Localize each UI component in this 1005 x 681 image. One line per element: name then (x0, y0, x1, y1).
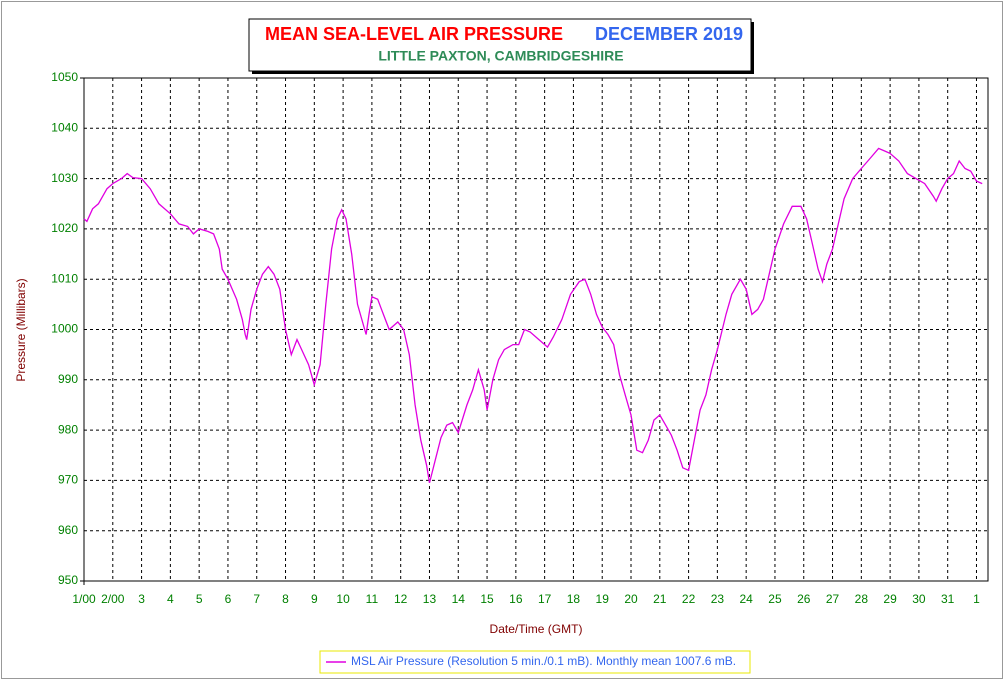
x-tick-label: 21 (653, 592, 667, 606)
x-tick-label: 3 (138, 592, 145, 606)
y-tick-label: 1020 (51, 221, 78, 235)
y-tick-label: 1030 (51, 171, 78, 185)
chart-subtitle: LITTLE PAXTON, CAMBRIDGESHIRE (378, 48, 623, 64)
x-tick-label: 23 (711, 592, 725, 606)
legend-label: MSL Air Pressure (Resolution 5 min./0.1 … (351, 654, 736, 668)
legend-box (319, 650, 751, 674)
y-tick-label: 990 (58, 372, 78, 386)
x-tick-label: 20 (624, 592, 638, 606)
x-tick-label: 24 (739, 592, 753, 606)
title-box (248, 18, 752, 72)
x-tick-label: 28 (855, 592, 869, 606)
x-tick-label: 7 (253, 592, 260, 606)
x-tick-label: 2/00 (101, 592, 125, 606)
series-line (83, 147, 983, 484)
x-tick-label: 22 (682, 592, 696, 606)
x-tick-label: 17 (538, 592, 552, 606)
x-tick-label: 26 (797, 592, 811, 606)
x-tick-label: 1 (973, 592, 980, 606)
x-tick-label: 18 (567, 592, 581, 606)
x-tick-label: 10 (336, 592, 350, 606)
x-tick-label: 4 (167, 592, 174, 606)
x-tick-label: 31 (941, 592, 955, 606)
x-tick-label: 15 (480, 592, 494, 606)
x-tick-label: 29 (883, 592, 897, 606)
x-tick-label: 14 (452, 592, 466, 606)
y-tick-label: 1010 (51, 271, 78, 285)
chart-title: MEAN SEA-LEVEL AIR PRESSURE (265, 24, 563, 44)
y-tick-label: 970 (58, 473, 78, 487)
x-axis-label: Date/Time (GMT) (490, 622, 583, 636)
x-tick-label: 27 (826, 592, 840, 606)
x-tick-label: 30 (912, 592, 926, 606)
y-tick-label: 1000 (51, 322, 78, 336)
y-tick-label: 950 (58, 573, 78, 587)
x-tick-label: 13 (423, 592, 437, 606)
x-tick-label: 11 (366, 592, 379, 606)
y-axis-label: Pressure (Millibars) (14, 278, 28, 381)
x-tick-label: 6 (225, 592, 232, 606)
y-tick-label: 1040 (51, 120, 78, 134)
chart-period: DECEMBER 2019 (595, 24, 743, 44)
x-tick-label: 16 (509, 592, 523, 606)
x-tick-label: 12 (394, 592, 408, 606)
y-tick-label: 1050 (51, 70, 78, 84)
y-tick-label: 980 (58, 422, 78, 436)
x-tick-label: 9 (311, 592, 318, 606)
x-tick-label: 5 (196, 592, 203, 606)
x-tick-label: 25 (768, 592, 782, 606)
x-tick-label: 19 (596, 592, 610, 606)
y-tick-label: 960 (58, 523, 78, 537)
x-tick-label: 1/00 (72, 592, 96, 606)
x-tick-label: 8 (282, 592, 289, 606)
